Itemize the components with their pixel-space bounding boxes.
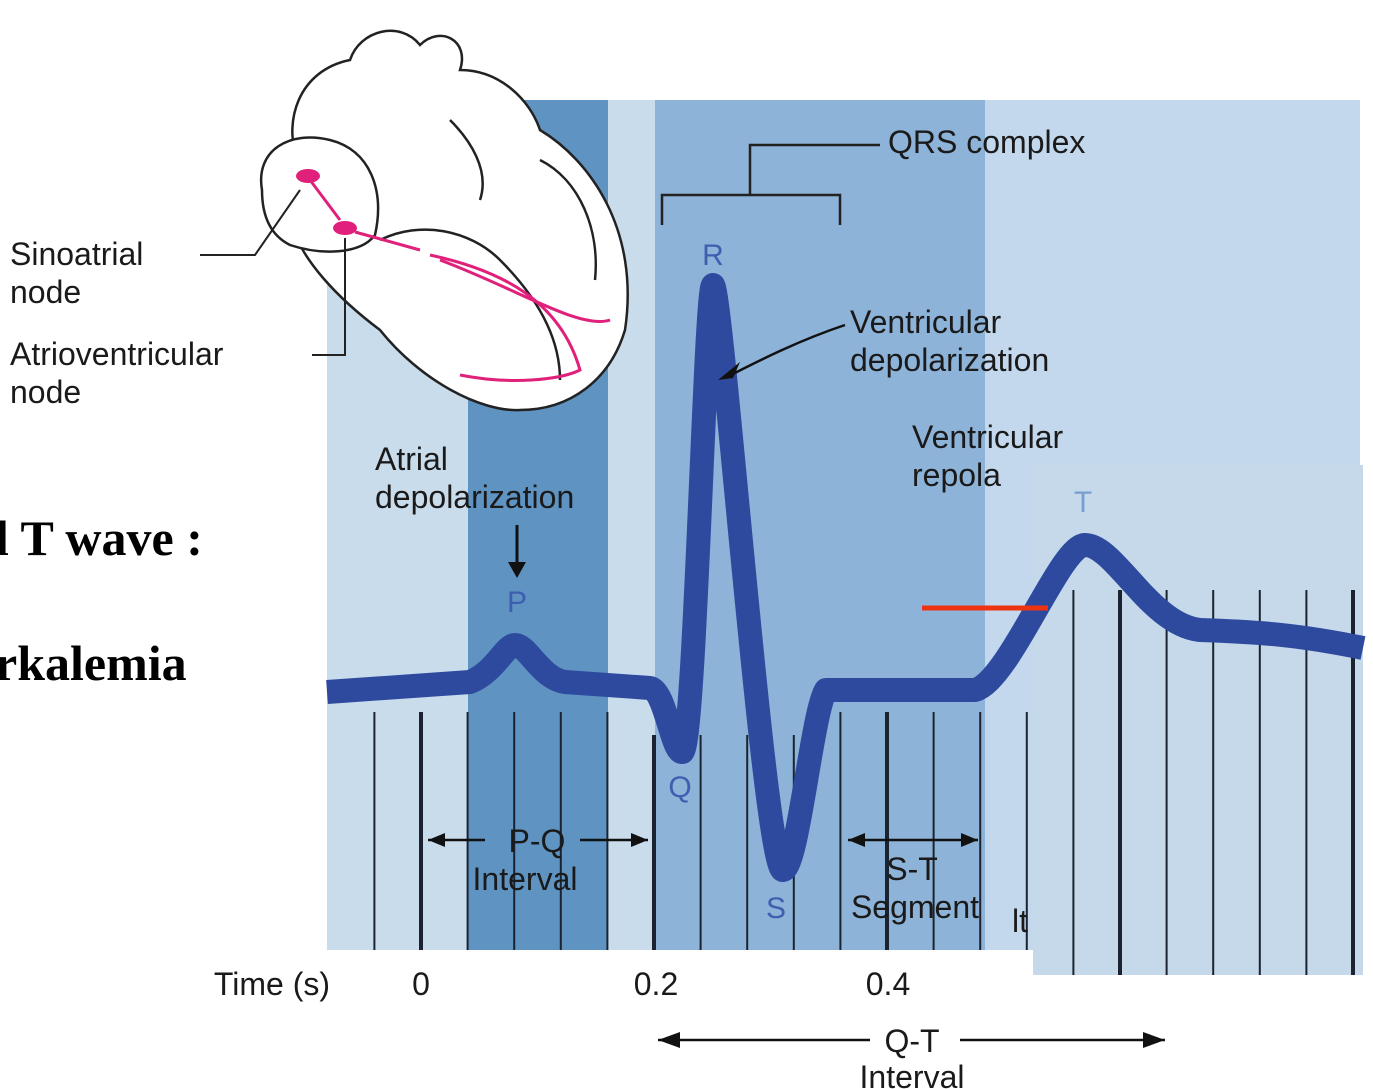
wave-label: Q	[668, 771, 691, 804]
av-node	[333, 221, 357, 235]
pq-label: P-Q	[509, 823, 566, 859]
wave-label: T	[1074, 486, 1092, 519]
ecg-trace	[326, 273, 1366, 882]
heart-label: Atrioventricular	[10, 336, 224, 372]
time-tick: 0.2	[634, 966, 678, 1002]
sa-node	[296, 169, 320, 183]
ad-label: depolarization	[375, 479, 574, 515]
time-axis-label: Time (s)	[214, 966, 330, 1002]
wave-label: R	[702, 239, 724, 272]
grid-lines-overlay	[1072, 590, 1355, 975]
slide-text: l T wave :	[0, 510, 203, 566]
sa-leader	[200, 189, 301, 256]
qt-label: Q-T	[884, 1023, 939, 1059]
vr-label: Ventricular	[912, 419, 1064, 455]
qrs-bracket	[660, 143, 880, 225]
vd-arrowhead	[718, 362, 740, 380]
time-tick: 0	[412, 966, 430, 1002]
wave-label: S	[766, 892, 786, 925]
conduction-path	[308, 179, 611, 382]
vr-label: repola	[912, 457, 1001, 493]
ad-label: Atrial	[375, 441, 448, 477]
slide-text: rkalemia	[0, 635, 187, 691]
qt-label: Interval	[860, 1059, 965, 1089]
heart-label: Sinoatrial	[10, 236, 143, 272]
wave-label: P	[507, 586, 527, 619]
vd-label: depolarization	[850, 342, 1049, 378]
pq-label: Interval	[473, 861, 578, 897]
grid-lines	[373, 712, 1028, 950]
heart-label: node	[10, 374, 81, 410]
ad-arrowhead	[508, 562, 526, 578]
av-leader	[312, 238, 346, 356]
heart-label: node	[10, 274, 81, 310]
vd-arrow	[724, 323, 846, 380]
st-label: Segment	[851, 889, 979, 925]
fragment: lt	[1012, 903, 1028, 939]
st-label: S-T	[886, 851, 938, 887]
time-tick: 0.4	[866, 966, 910, 1002]
vd-label: Ventricular	[850, 304, 1002, 340]
qrs-label: QRS complex	[888, 124, 1085, 160]
